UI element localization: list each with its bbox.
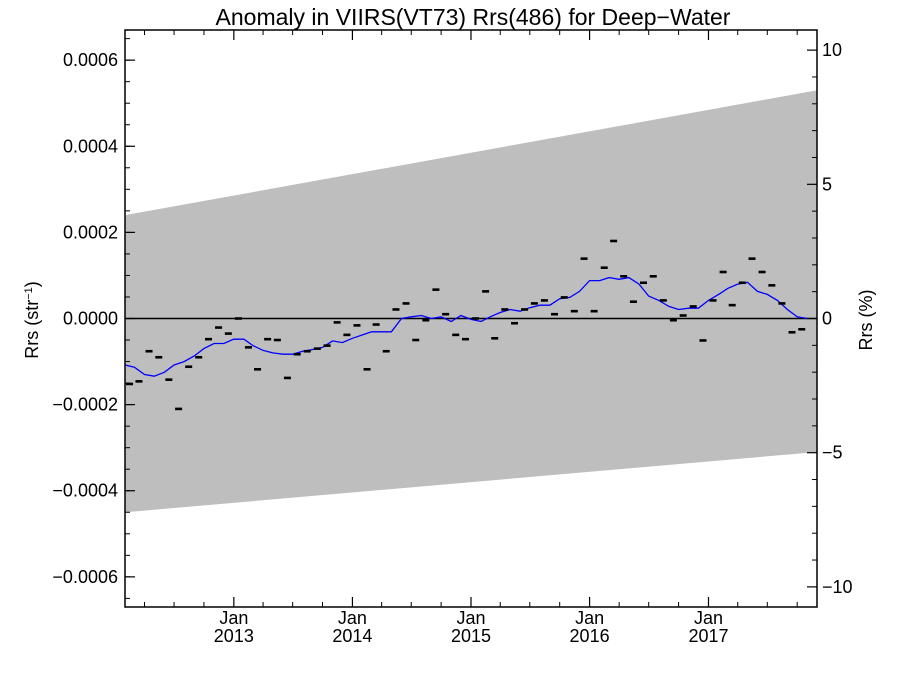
x-tick-month: Jan [338, 608, 367, 628]
left-tick-label: 0.0002 [63, 222, 118, 242]
right-tick-label: 0 [822, 309, 832, 329]
left-y-axis: 0.0006 0.0004 0.0002 0.0000 −0.0002 −0.0004 −0… [52, 38, 135, 599]
left-tick-label: 0.0006 [63, 50, 118, 70]
left-tick-label: −0.0006 [52, 567, 118, 587]
x-tick-year: 2016 [570, 626, 610, 646]
chart-title: Anomaly in VIIRS(VT73) Rrs(486) for Deep… [216, 4, 731, 30]
plot-area [124, 90, 817, 513]
x-tick-month: Jan [694, 608, 723, 628]
y-axis-label-right: Rrs (%) [856, 290, 876, 351]
right-tick-label: −10 [822, 577, 853, 597]
left-tick-label: −0.0004 [52, 481, 118, 501]
left-tick-label: −0.0002 [52, 395, 118, 415]
x-tick-year: 2015 [451, 626, 491, 646]
right-tick-label: 10 [822, 40, 842, 60]
x-tick-year: 2017 [688, 626, 728, 646]
right-y-axis: 10 5 0 −5 −10 [807, 40, 853, 597]
left-tick-label: 0.0004 [63, 136, 118, 156]
x-tick-year: 2014 [332, 626, 372, 646]
x-tick-year: 2013 [214, 626, 254, 646]
x-tick-month: Jan [456, 608, 485, 628]
y-axis-label-left: Rrs (str−1) [22, 281, 42, 359]
uncertainty-band [125, 90, 817, 513]
left-tick-label: 0.0000 [63, 309, 118, 329]
right-tick-label: 5 [822, 174, 832, 194]
right-tick-label: −5 [822, 443, 843, 463]
smoothed-line [124, 276, 808, 377]
x-tick-month: Jan [575, 608, 604, 628]
x-tick-month: Jan [219, 608, 248, 628]
